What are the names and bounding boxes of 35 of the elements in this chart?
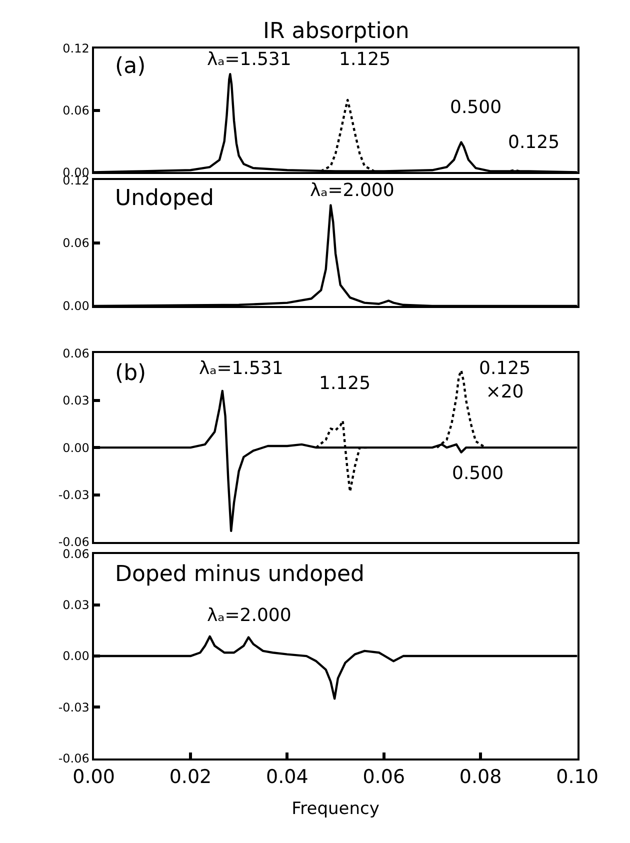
y-tick-label: -0.06 <box>58 752 90 766</box>
y-tick-label: 0.06 <box>62 103 90 118</box>
x-tick-label: 0.08 <box>459 766 502 788</box>
annotation: λₐ=1.531 <box>207 49 292 70</box>
annotation: 0.125 <box>508 132 560 153</box>
annotation: (a) <box>115 54 146 79</box>
y-tick-label: 0.06 <box>62 546 90 561</box>
annotation: 1.125 <box>319 373 371 394</box>
annotation: Doped minus undoped <box>115 562 365 587</box>
x-tick-label: 0.02 <box>169 766 212 788</box>
annotation: 0.500 <box>450 97 502 118</box>
x-tick-label: 0.06 <box>362 766 406 788</box>
annotation: Undoped <box>115 186 214 211</box>
y-tick-label: -0.03 <box>58 488 90 502</box>
x-tick-label: 0.10 <box>556 766 598 788</box>
y-tick-label: 0.03 <box>62 394 90 408</box>
chart-title: IR absorption <box>263 19 410 44</box>
y-tick-label: 0.00 <box>62 440 90 455</box>
y-tick-label: 0.06 <box>62 236 90 250</box>
y-tick-label: 0.06 <box>62 346 90 360</box>
annotation: 1.125 <box>339 49 391 70</box>
annotation: 0.125 ×20 <box>479 358 531 402</box>
x-axis-title: Frequency <box>292 799 380 820</box>
y-tick-label: -0.03 <box>58 700 90 714</box>
y-tick-label: 0.00 <box>62 299 90 314</box>
y-tick-label: -0.06 <box>58 535 90 550</box>
y-tick-label: 0.00 <box>62 649 90 664</box>
annotation: λₐ=2.000 <box>207 605 292 626</box>
y-tick-label: 0.03 <box>62 598 90 612</box>
annotation: (b) <box>115 361 146 386</box>
annotation: 0.500 <box>452 463 504 484</box>
annotation: λₐ=1.531 <box>199 358 284 379</box>
annotation: λₐ=2.000 <box>310 180 394 201</box>
y-tick-label: 0.12 <box>62 42 90 56</box>
x-tick-label: 0.04 <box>266 766 308 788</box>
